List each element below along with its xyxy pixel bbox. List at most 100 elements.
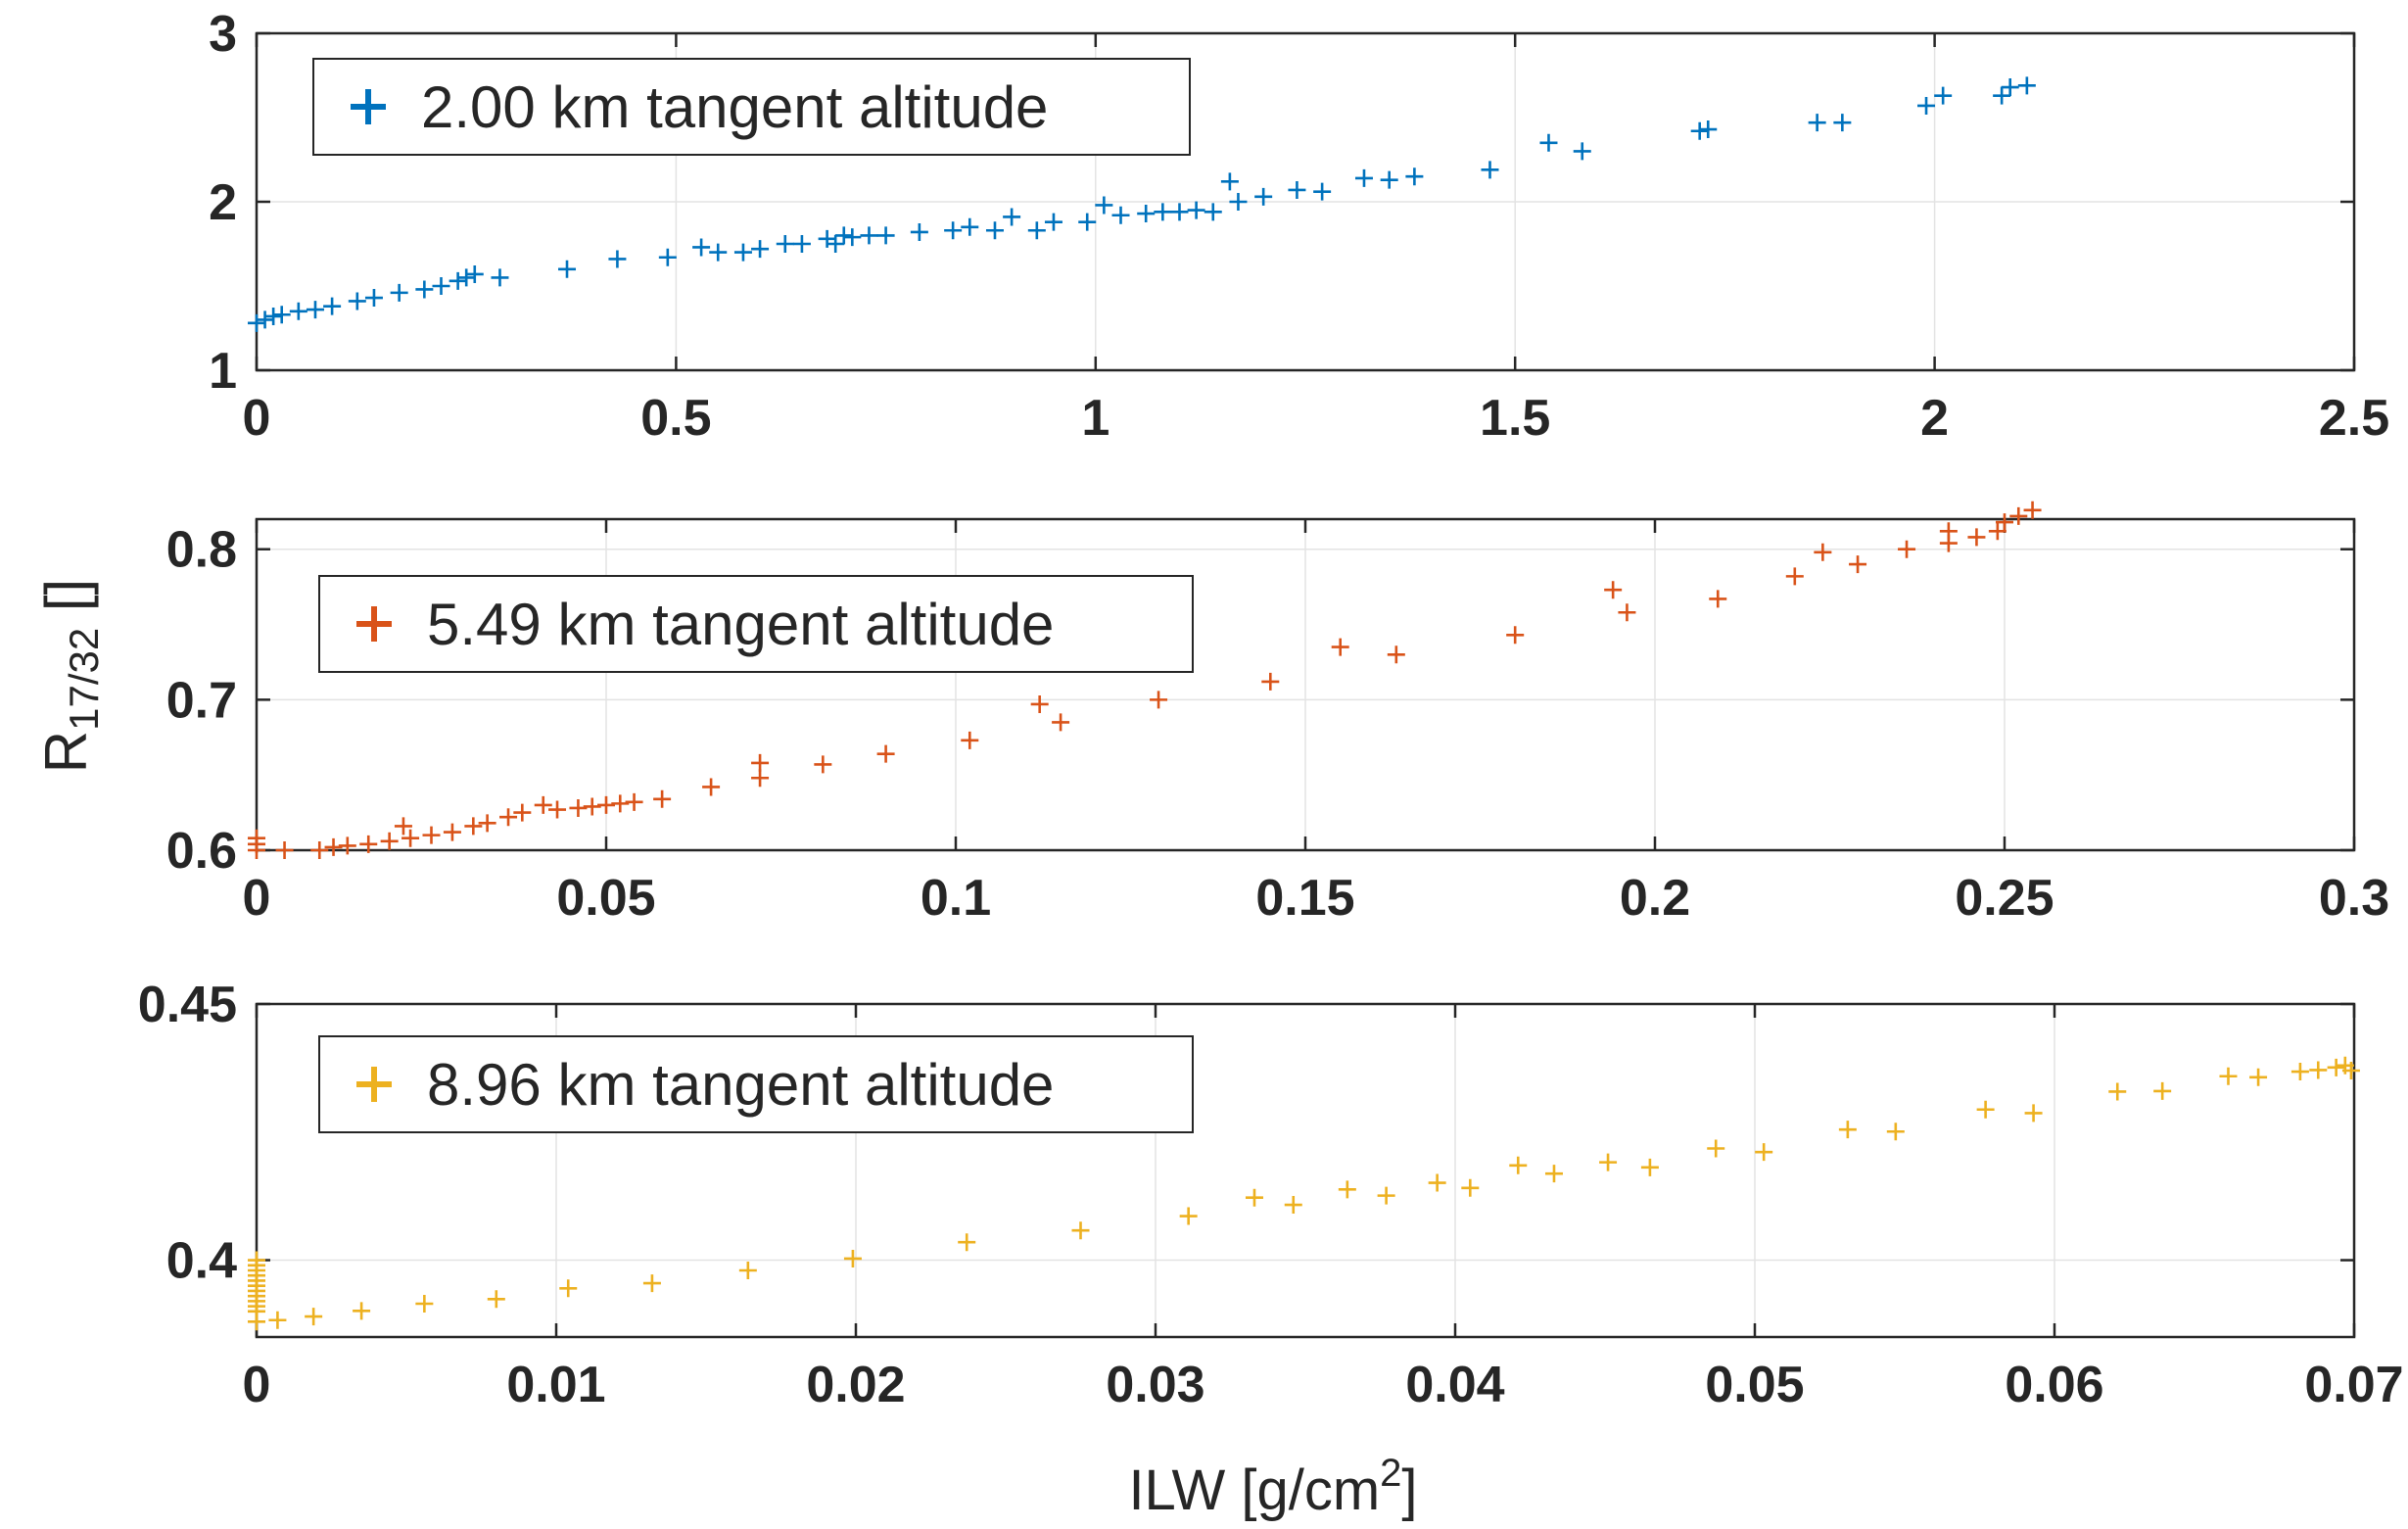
data-point bbox=[380, 832, 399, 850]
data-point bbox=[1245, 1188, 1263, 1207]
data-point bbox=[401, 829, 420, 847]
data-point bbox=[272, 306, 291, 324]
data-point bbox=[702, 778, 721, 796]
data-point bbox=[2290, 1063, 2309, 1081]
data-point bbox=[1640, 1158, 1659, 1176]
x-axis-label: ILW [g/cm2] bbox=[1128, 1452, 1417, 1522]
data-point bbox=[1917, 96, 1936, 115]
data-point bbox=[961, 731, 979, 749]
x-tick-label: 0.5 bbox=[640, 390, 711, 447]
data-point bbox=[1027, 221, 1046, 240]
data-point bbox=[558, 260, 577, 278]
data-point bbox=[1137, 205, 1156, 223]
data-point bbox=[1387, 645, 1405, 664]
data-point bbox=[268, 1311, 287, 1329]
x-tick-label: 0.01 bbox=[506, 1357, 605, 1413]
data-point bbox=[958, 1233, 976, 1252]
x-tick-label: 0.2 bbox=[1620, 870, 1690, 927]
data-point bbox=[843, 228, 862, 247]
data-point bbox=[2108, 1082, 2127, 1101]
data-point bbox=[499, 808, 518, 827]
legend-box bbox=[318, 575, 1194, 673]
data-point bbox=[2023, 501, 2042, 519]
x-tick-label: 0.1 bbox=[921, 870, 991, 927]
data-point bbox=[1111, 206, 1130, 224]
data-point bbox=[733, 243, 752, 262]
data-point bbox=[1078, 213, 1097, 231]
data-point bbox=[642, 1274, 661, 1293]
data-point bbox=[1967, 528, 1986, 547]
legend-box bbox=[318, 1035, 1194, 1133]
data-point bbox=[843, 1249, 862, 1267]
data-point bbox=[390, 283, 408, 302]
y-tick-label: 0.8 bbox=[166, 522, 237, 579]
data-point bbox=[1338, 1180, 1356, 1199]
data-point bbox=[611, 794, 630, 813]
data-point bbox=[513, 803, 532, 822]
data-point bbox=[1898, 540, 1916, 558]
data-point bbox=[1506, 626, 1525, 645]
data-point bbox=[1509, 1156, 1528, 1174]
legend-marker bbox=[356, 606, 392, 642]
data-point bbox=[248, 313, 265, 332]
data-point bbox=[1331, 638, 1349, 656]
data-point bbox=[1993, 86, 2011, 105]
x-tick-label: 1 bbox=[1081, 390, 1110, 447]
data-point bbox=[1030, 694, 1049, 713]
data-point bbox=[338, 836, 356, 855]
data-point bbox=[1204, 203, 1222, 221]
data-point bbox=[1699, 120, 1718, 139]
data-point bbox=[876, 226, 895, 245]
data-point bbox=[1154, 203, 1172, 221]
data-point bbox=[1849, 555, 1867, 574]
data-point bbox=[248, 1256, 265, 1274]
data-point bbox=[1604, 581, 1623, 599]
data-point bbox=[2219, 1067, 2238, 1085]
data-point bbox=[1003, 208, 1021, 226]
data-point bbox=[559, 1279, 578, 1298]
data-point bbox=[306, 301, 324, 319]
data-point bbox=[608, 250, 627, 268]
data-point bbox=[1709, 590, 1727, 608]
data-point bbox=[323, 297, 342, 315]
data-point bbox=[1988, 522, 2007, 541]
data-point bbox=[1254, 187, 1273, 206]
data-point bbox=[569, 798, 588, 817]
data-point bbox=[348, 292, 366, 311]
data-point bbox=[1544, 1165, 1563, 1183]
data-point bbox=[597, 795, 615, 814]
data-point bbox=[1785, 567, 1804, 586]
data-point bbox=[1707, 1139, 1725, 1158]
data-point bbox=[1187, 201, 1205, 219]
data-point bbox=[1886, 1123, 1905, 1141]
x-tick-label: 1.5 bbox=[1480, 390, 1550, 447]
x-tick-label: 0.05 bbox=[556, 870, 655, 927]
data-point bbox=[534, 795, 552, 814]
data-point bbox=[2341, 1062, 2360, 1079]
data-point bbox=[1833, 114, 1852, 132]
data-point bbox=[910, 222, 928, 241]
data-point bbox=[1838, 1121, 1857, 1139]
chart-top-2km: 0 0.5 1 1.5 2 2.5 1 2 3 2.00 km tangent altitude bbox=[209, 6, 2389, 447]
data-point bbox=[1044, 213, 1062, 231]
data-point bbox=[1599, 1153, 1618, 1171]
data-point bbox=[275, 841, 294, 859]
data-point bbox=[944, 221, 963, 240]
data-point bbox=[1313, 182, 1332, 201]
data-point bbox=[449, 271, 467, 290]
data-point bbox=[1150, 691, 1168, 709]
y-tick-label: 0.6 bbox=[166, 823, 237, 880]
x-tick-label: 0 bbox=[243, 870, 271, 927]
chart-middle-5km: 0 0.05 0.1 0.15 0.2 0.25 0.3 0.6 0.7 0.8 5.49 km t… bbox=[166, 501, 2389, 927]
legend-marker bbox=[356, 1067, 392, 1102]
data-point bbox=[457, 268, 476, 287]
data-point bbox=[1539, 133, 1558, 152]
x-tick-label: 0.25 bbox=[1955, 870, 2054, 927]
data-point bbox=[961, 217, 979, 236]
data-point bbox=[1573, 142, 1591, 161]
data-point bbox=[1405, 167, 1424, 186]
data-point bbox=[1755, 1143, 1773, 1162]
x-tick-label: 0.02 bbox=[806, 1357, 905, 1413]
x-tick-label: 2.5 bbox=[2319, 390, 2389, 447]
